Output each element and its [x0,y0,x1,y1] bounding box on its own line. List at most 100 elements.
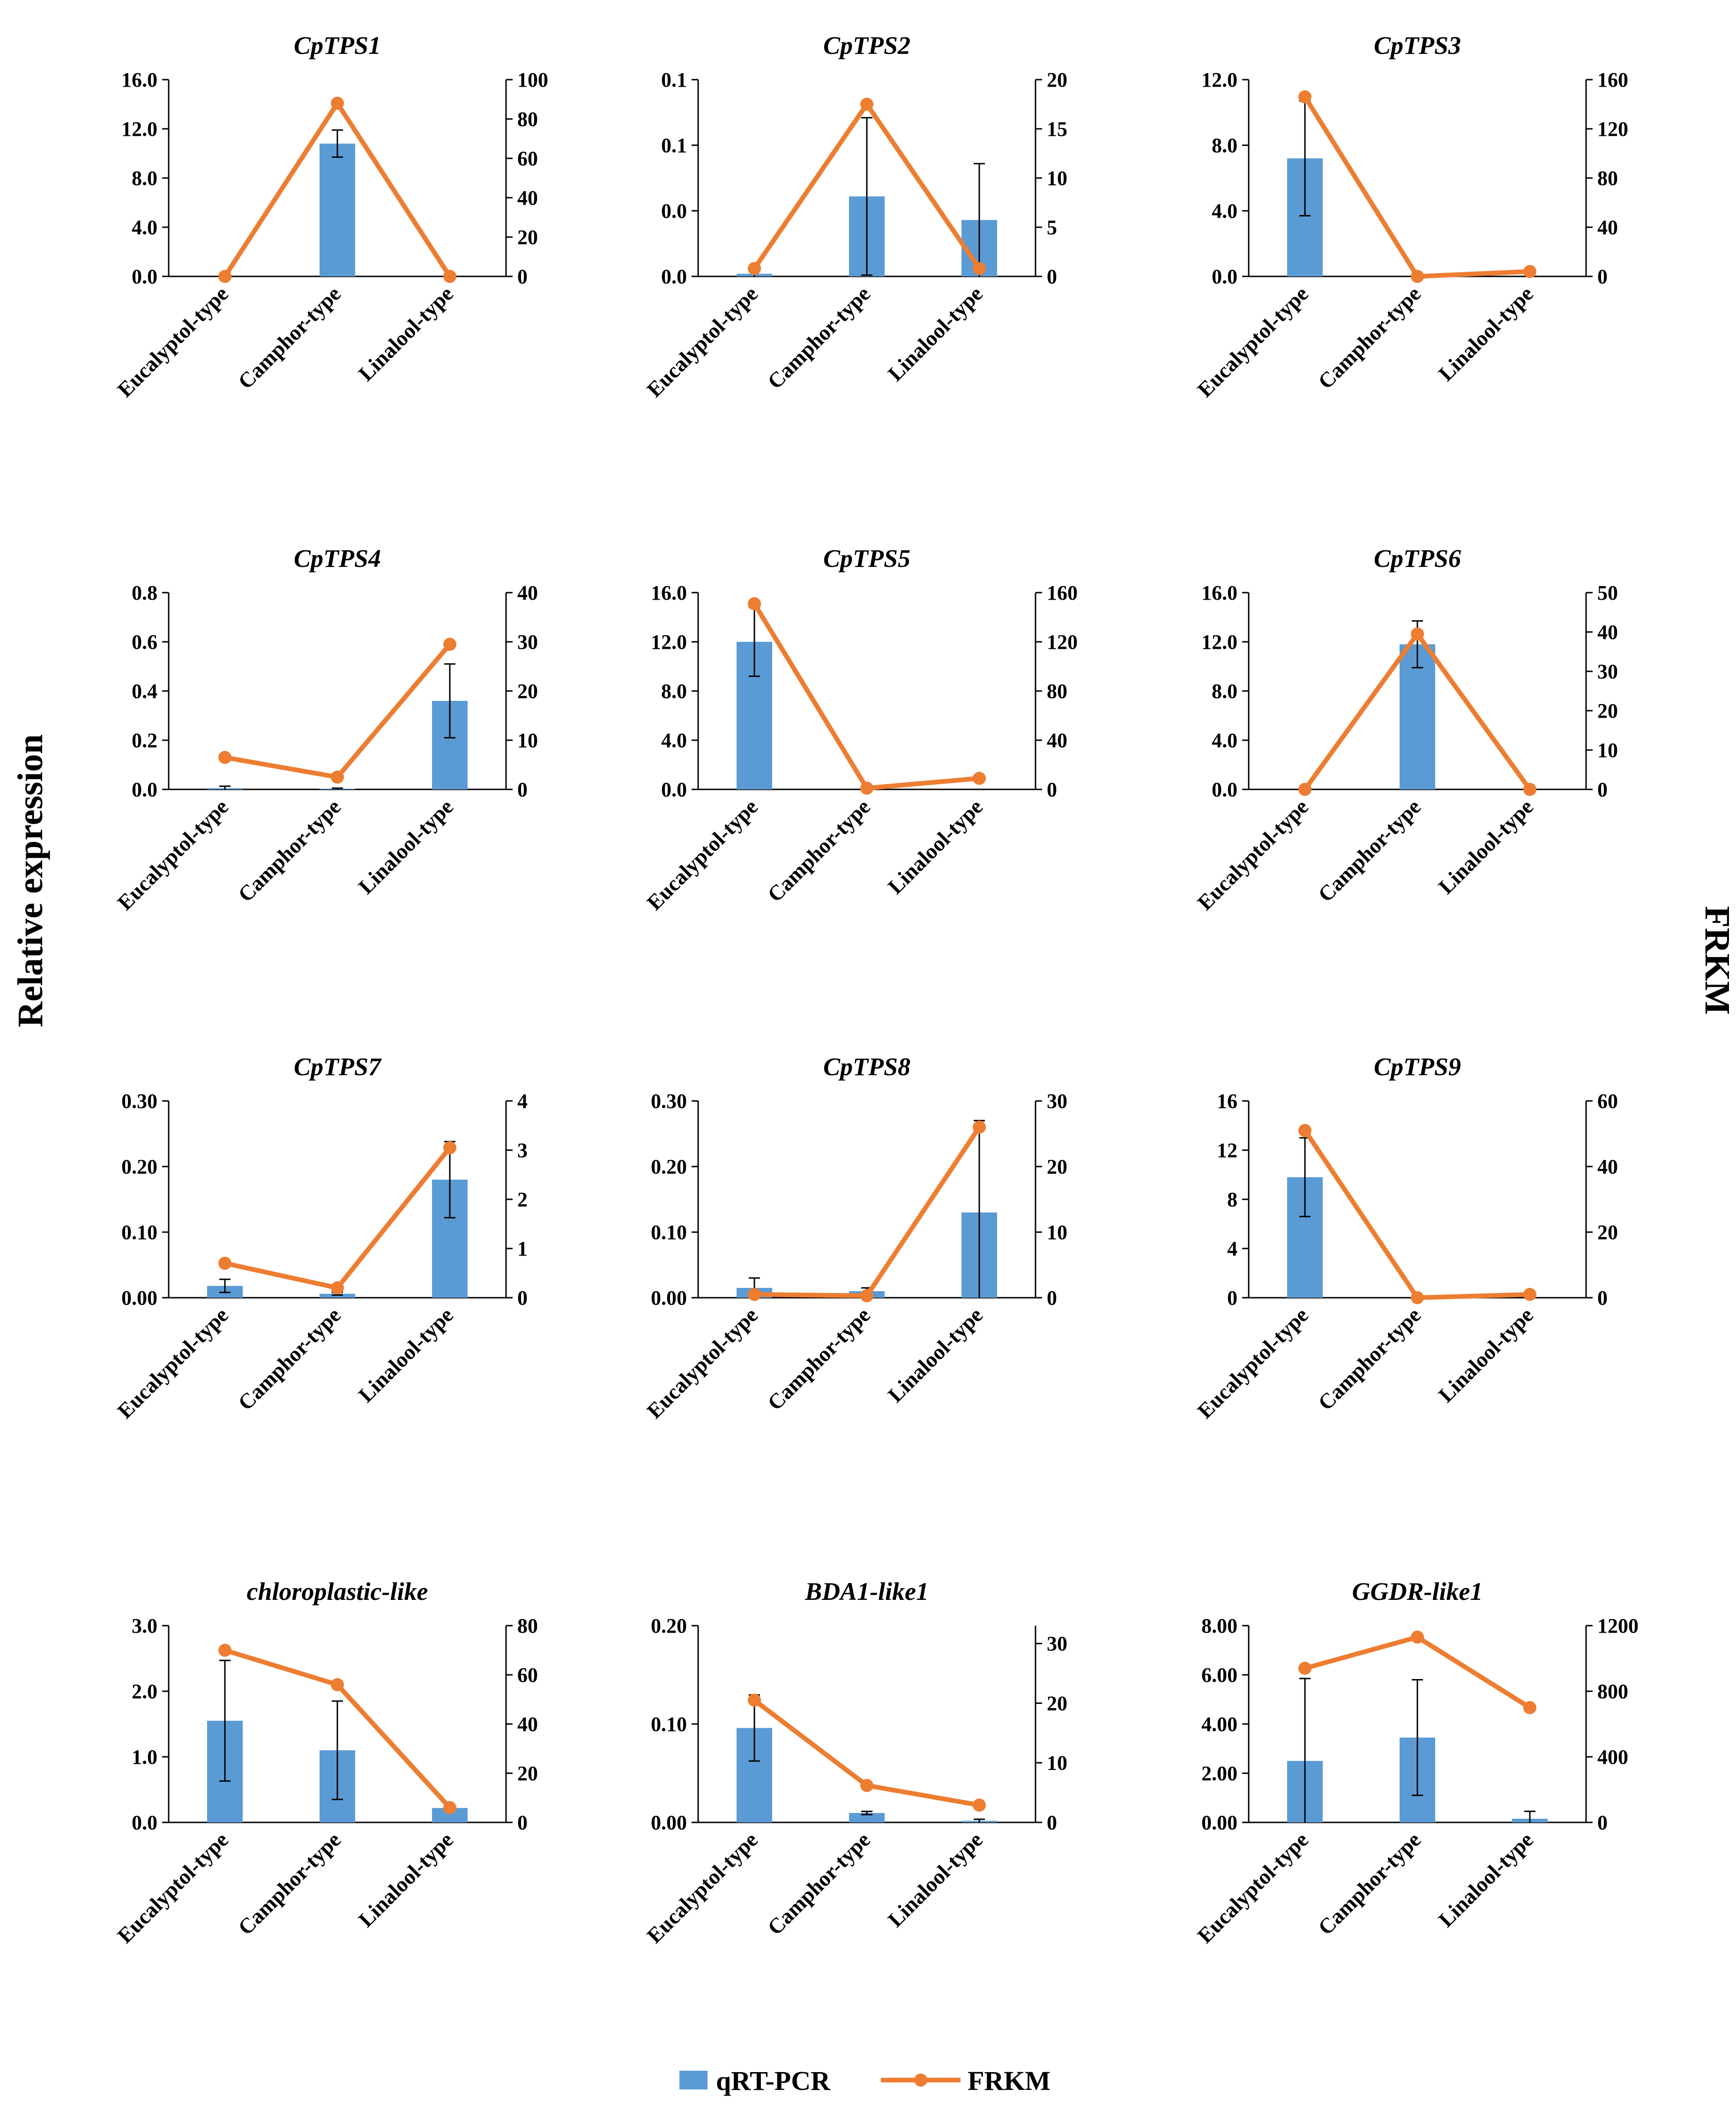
chart-title-cptps7: CpTPS7 [294,1053,382,1081]
chart-panel: CpTPS4 0.0 0.2 0.4 0.6 0.8 0 10 20 30 40 Eucalyptol… [113,544,538,915]
left-tick-label: 6.00 [1201,1664,1237,1687]
frkm-point [1411,1630,1424,1644]
legend-bar-swatch [679,2071,708,2089]
left-tick-label: 0.0 [1212,778,1237,801]
category-label: Camphor-type [763,1828,875,1940]
frkm-line [754,1126,982,1298]
right-tick-label: 0 [1597,1286,1608,1309]
category-label: Camphor-type [763,1303,875,1415]
right-tick-label: 20 [517,1762,538,1785]
frkm-point [1298,1124,1311,1137]
frkm-point [748,597,761,610]
left-tick-label: 0 [1227,1286,1237,1309]
left-tick-label: 8.0 [661,680,687,703]
legend-label-frkm: FRKM [968,2066,1051,2096]
right-tick-label: 160 [1047,581,1078,604]
left-tick-label: 0.6 [132,631,157,654]
right-tick-label: 80 [1047,680,1067,703]
left-tick-label: 0.2 [132,729,157,752]
right-tick-label: 15 [1047,118,1067,141]
right-tick-label: 40 [517,1713,538,1736]
category-label: Linalool-type [354,1303,458,1407]
right-tick-label: 30 [1047,1090,1067,1113]
frkm-line [1303,96,1530,279]
left-tick-label: 2.0 [132,1680,157,1703]
frkm-point [218,1256,231,1270]
left-tick-label: 0.30 [121,1090,157,1113]
left-axis-label: Relative expression [11,734,50,1027]
left-tick-label: 8.0 [1212,134,1237,157]
left-tick-label: 0.0 [661,778,687,801]
chart-panel: CpTPS7 0.00 0.10 0.20 0.30 0 1 2 3 4 Eucalyptol-ty… [113,1053,528,1423]
frkm-point [1298,1662,1311,1675]
frkm-point [748,262,761,275]
right-tick-label: 30 [1597,660,1618,683]
category-label: Linalool-type [1434,795,1538,899]
left-tick-label: 4.0 [661,729,687,752]
left-tick-label: 0.30 [651,1090,687,1113]
legend: qRT-PCR FRKM [679,2066,1051,2096]
left-tick-label: 16.0 [651,581,687,604]
right-tick-label: 20 [1597,1221,1618,1244]
frkm-point [973,1799,986,1812]
category-label: Linalool-type [883,282,987,386]
frkm-point [443,638,456,651]
right-tick-label: 40 [1597,216,1618,239]
right-tick-label: 1 [517,1237,528,1260]
left-tick-label: 4.0 [1212,200,1237,223]
chart-panel: CpTPS9 0 4 8 12 16 0 20 40 60 Eucalyptol-type Camph… [1193,1053,1618,1423]
category-label: Linalool-type [883,1828,987,1932]
left-tick-label: 16.0 [121,68,157,91]
right-tick-label: 10 [517,729,538,752]
frkm-point [860,97,873,111]
frkm-point [1523,1701,1536,1714]
right-tick-label: 10 [1597,739,1618,762]
frkm-point [331,770,344,784]
left-tick-label: 0.0 [661,200,687,223]
chart-panel: CpTPS2 0.0 0.0 0.1 0.1 0 5 10 15 20 Eucalyptol-typ… [642,31,1067,402]
right-tick-label: 10 [1047,1221,1067,1244]
frkm-point [443,270,456,283]
right-tick-label: 0 [1597,1811,1608,1834]
category-label: Linalool-type [883,795,987,899]
left-tick-label: 0.20 [121,1155,157,1178]
right-tick-label: 100 [517,68,548,91]
right-tick-label: 20 [1047,1155,1067,1178]
frkm-point [1523,265,1536,278]
right-tick-label: 2 [517,1188,528,1211]
right-tick-label: 80 [1597,167,1618,190]
left-tick-label: 4 [1227,1237,1237,1260]
right-tick-label: 1200 [1597,1614,1639,1637]
category-label: Linalool-type [1434,282,1538,386]
category-label: Eucalyptol-type [1193,1828,1313,1948]
chart-panels: CpTPS10.04.08.012.016.0020406080100Eucal… [113,31,1639,1948]
left-tick-label: 4.0 [132,216,157,239]
qrt-pcr-bar [849,1813,885,1822]
left-tick-label: 2.00 [1201,1762,1237,1785]
category-label: Camphor-type [1313,795,1425,907]
frkm-point [1523,1288,1536,1301]
right-tick-label: 120 [1597,118,1628,141]
qrt-pcr-bar [320,143,355,276]
frkm-point [331,1281,344,1294]
left-tick-label: 8.0 [132,167,157,190]
chart-title-chloroplastic-like: chloroplastic-like [247,1577,428,1606]
right-tick-label: 4 [517,1090,528,1113]
category-label: Camphor-type [233,795,345,907]
category-label: Eucalyptol-type [113,795,233,915]
category-label: Eucalyptol-type [113,1303,233,1423]
category-label: Linalool-type [354,1828,458,1932]
frkm-point [218,1643,231,1657]
category-label: Camphor-type [763,795,875,907]
frkm-point [748,1694,761,1707]
right-tick-label: 80 [517,108,538,131]
left-tick-label: 12 [1217,1139,1237,1162]
left-tick-label: 0.10 [121,1221,157,1244]
chart-panel: CpTPS6 0.0 4.0 8.0 12.0 16.0 0 10 20 30 40 50 Eucaly… [1193,544,1618,915]
left-tick-label: 0.0 [132,265,157,288]
chart-title-cptps3: CpTPS3 [1374,31,1461,59]
left-tick-label: 1.0 [132,1746,157,1769]
right-tick-label: 0 [517,1811,528,1834]
chart-title-cptps1: CpTPS1 [294,31,381,59]
